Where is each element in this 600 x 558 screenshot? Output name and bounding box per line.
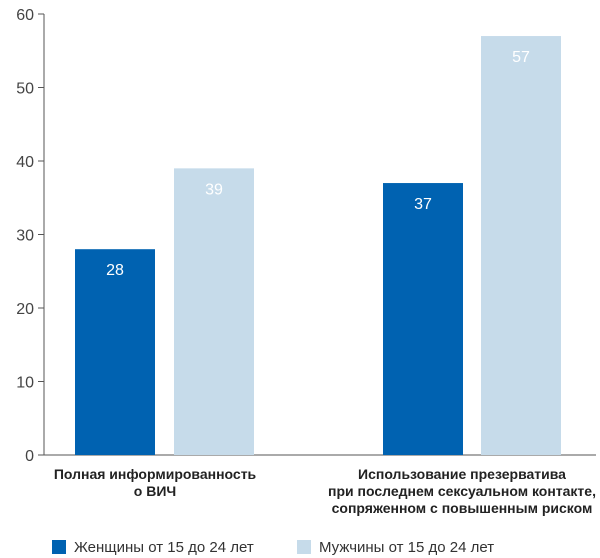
y-tick-label: 50 — [16, 81, 34, 98]
bar — [481, 36, 561, 456]
bar — [383, 183, 463, 456]
bar — [174, 168, 254, 455]
legend-label: Женщины от 15 до 24 лет — [74, 539, 254, 556]
y-tick-label: 30 — [16, 228, 34, 245]
y-axis-ticks: 0 10 20 30 40 50 60 — [16, 7, 44, 465]
category-label-line: сопряженном с повышенным риском — [332, 500, 593, 516]
bar-value-label: 37 — [414, 196, 432, 213]
bar — [75, 249, 155, 455]
bar-value-label: 57 — [512, 49, 530, 66]
category-label-line: при последнем сексуальном контакте, — [328, 483, 596, 499]
bar-value-label: 28 — [106, 262, 124, 279]
legend-label: Мужчины от 15 до 24 лет — [319, 539, 494, 556]
legend: Женщины от 15 до 24 лет Мужчины от 15 до … — [52, 539, 494, 556]
y-tick-label: 40 — [16, 154, 34, 171]
y-tick-label: 60 — [16, 7, 34, 24]
category-labels: Полная информированность о ВИЧ Использован… — [54, 466, 596, 516]
bars-group: 28 39 37 57 — [75, 36, 561, 456]
legend-swatch — [297, 540, 311, 554]
category-label-line: Использование презерватива — [358, 466, 566, 482]
y-tick-label: 10 — [16, 375, 34, 392]
bar-value-label: 39 — [205, 181, 223, 198]
y-tick-label: 20 — [16, 301, 34, 318]
category-label: Использование презерватива при последнем … — [328, 466, 596, 516]
category-label-line: о ВИЧ — [134, 483, 176, 499]
legend-swatch — [52, 540, 66, 554]
category-label: Полная информированность о ВИЧ — [54, 466, 257, 499]
category-label-line: Полная информированность — [54, 466, 257, 482]
y-tick-label: 0 — [25, 448, 34, 465]
